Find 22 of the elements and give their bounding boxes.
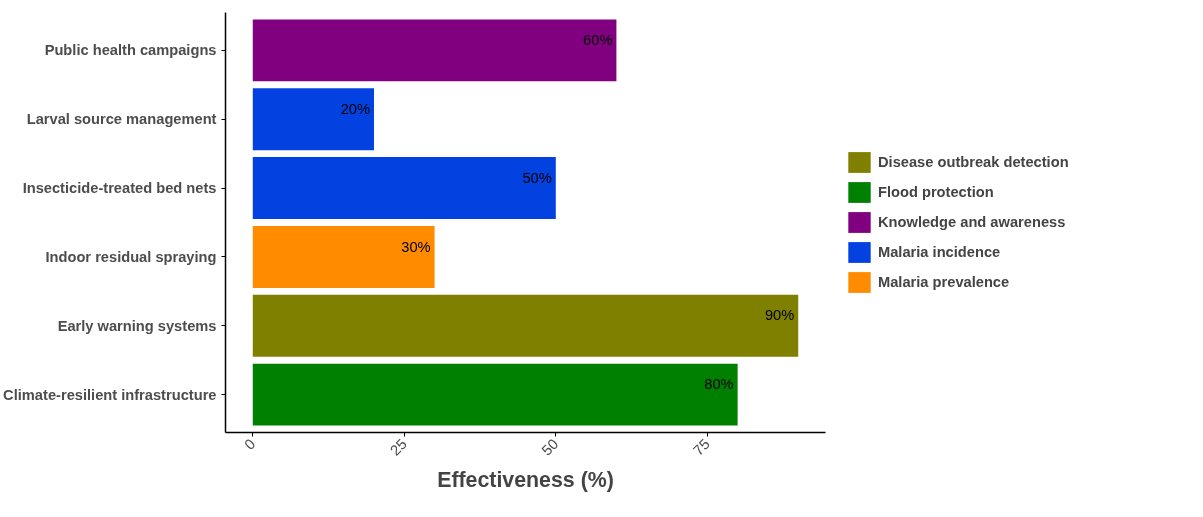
data-label: 90% (764, 307, 795, 324)
y-tick-label: Insecticide-treated bed nets (22, 180, 217, 197)
x-tick-label: 0 (241, 435, 259, 453)
x-axis-title: Effectiveness (%) (437, 468, 614, 493)
legend-label: Disease outbreak detection (878, 154, 1069, 170)
y-tick-label: Early warning systems (57, 317, 217, 334)
legend-label: Knowledge and awareness (878, 214, 1066, 230)
legend-label: Malaria prevalence (878, 274, 1010, 290)
data-label: 60% (583, 32, 613, 49)
data-label: 80% (704, 376, 734, 393)
x-tick-label: 25 (387, 435, 410, 459)
y-tick-label: Indoor residual spraying (45, 248, 217, 265)
legend-label: Malaria incidence (878, 244, 1001, 260)
y-tick-label: Climate-resilient infrastructure (3, 386, 217, 403)
x-tick-label: 50 (538, 435, 562, 459)
y-tick-label: Larval source management (26, 111, 217, 128)
data-label: 20% (340, 100, 370, 117)
legend-label: Flood protection (878, 184, 994, 200)
x-tick-label: 75 (690, 435, 713, 459)
y-tick-label: Public health campaigns (44, 42, 217, 59)
data-label: 50% (522, 169, 552, 186)
data-label: 30% (401, 238, 431, 255)
